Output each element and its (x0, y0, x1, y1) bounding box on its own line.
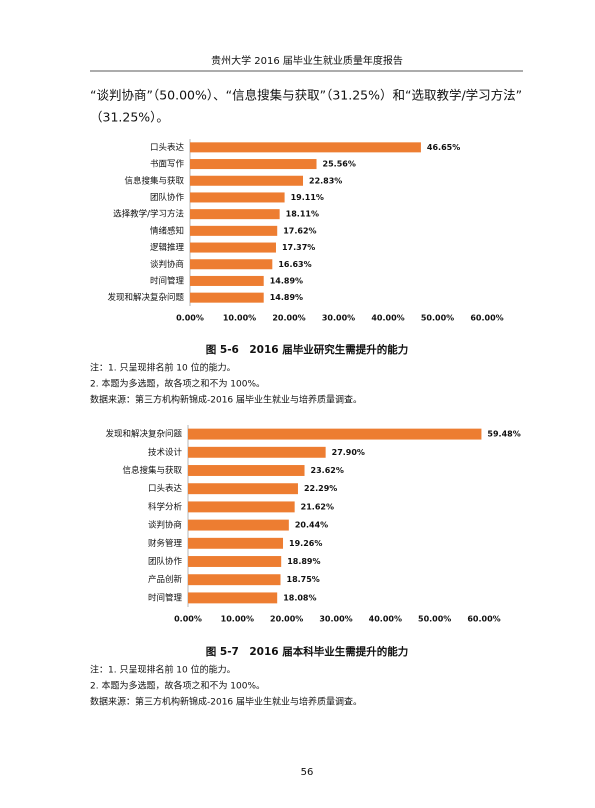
bar (188, 465, 305, 476)
value-label: 18.08% (283, 593, 316, 602)
x-tick-label: 40.00% (369, 615, 402, 624)
value-label: 59.48% (487, 430, 520, 439)
value-label: 14.89% (270, 293, 303, 302)
x-tick-label: 50.00% (421, 314, 454, 323)
bar (190, 225, 278, 236)
paragraph-line: （31.25%）。 (90, 110, 169, 125)
value-label: 18.75% (287, 575, 320, 584)
category-label: 财务管理 (148, 538, 183, 549)
value-label: 18.11% (286, 210, 319, 219)
bar (188, 483, 298, 495)
value-label: 22.83% (309, 176, 342, 185)
category-label: 时间管理 (150, 275, 185, 286)
bar (190, 209, 280, 220)
value-label: 19.11% (291, 193, 324, 202)
category-label: 信息搜集与获取 (122, 465, 182, 476)
value-label: 25.56% (323, 160, 356, 169)
x-tick-label: 30.00% (322, 314, 355, 323)
category-label: 团队协作 (150, 192, 185, 203)
category-label: 团队协作 (148, 556, 183, 567)
bar (190, 159, 317, 170)
figure-caption: 图 5-6 2016 届毕业研究生需提升的能力 (206, 343, 409, 356)
bar (190, 192, 285, 203)
value-label: 23.62% (311, 466, 344, 475)
value-label: 46.65% (427, 143, 460, 152)
x-tick-label: 0.00% (174, 615, 202, 624)
bar (188, 501, 295, 513)
value-label: 22.29% (304, 484, 337, 493)
paragraph-line: “谈判协商”（50.00%）、“信息搜集与获取”（31.25%）和“选取教学/学… (90, 88, 522, 103)
value-label: 17.62% (283, 226, 316, 235)
note: 注：1. 只呈现排名前 10 位的能力。 (90, 664, 236, 676)
bar (190, 175, 304, 186)
x-tick-label: 20.00% (272, 314, 305, 323)
page-number: 56 (301, 767, 314, 778)
bar (190, 275, 264, 286)
category-label: 时间管理 (148, 592, 183, 603)
bar (188, 519, 289, 531)
bar (188, 446, 326, 458)
x-tick-label: 40.00% (371, 314, 404, 323)
bar (188, 574, 281, 586)
figure-caption: 图 5-7 2016 届本科毕业生需提升的能力 (206, 645, 409, 658)
value-label: 14.89% (270, 276, 303, 285)
bar (188, 428, 482, 440)
x-tick-label: 0.00% (176, 314, 204, 323)
category-label: 科学分析 (148, 501, 183, 512)
category-label: 口头表达 (148, 483, 183, 494)
category-label: 信息搜集与获取 (124, 175, 184, 186)
note: 数据来源：第三方机构新锦成-2016 届毕业生就业与培养质量调查。 (90, 696, 362, 708)
bar (188, 592, 278, 604)
bar (190, 259, 273, 270)
x-tick-label: 30.00% (319, 615, 352, 624)
value-label: 19.26% (289, 539, 322, 548)
note: 注：1. 只呈现排名前 10 位的能力。 (90, 362, 236, 374)
bar (188, 556, 282, 567)
value-label: 18.89% (287, 557, 320, 566)
category-label: 谈判协商 (150, 259, 184, 270)
category-label: 情绪感知 (150, 225, 184, 236)
value-label: 20.44% (295, 521, 328, 530)
value-label: 16.63% (278, 260, 311, 269)
note: 2. 本题为多选题，故各项之和不为 100%。 (90, 378, 265, 390)
x-tick-label: 10.00% (223, 314, 256, 323)
category-label: 选择教学/学习方法 (113, 209, 184, 220)
x-tick-label: 60.00% (467, 615, 500, 624)
category-label: 产品创新 (148, 574, 183, 585)
category-label: 书面写作 (150, 159, 185, 170)
bar (190, 242, 276, 253)
note: 数据来源：第三方机构新锦成-2016 届毕业生就业与培养质量调查。 (90, 394, 362, 406)
value-label: 21.62% (301, 502, 334, 511)
header-title: 贵州大学 2016 届毕业生就业质量年度报告 (211, 54, 403, 67)
bar (190, 142, 421, 153)
category-label: 谈判协商 (148, 520, 182, 531)
value-label: 27.90% (332, 448, 365, 457)
value-label: 17.37% (282, 243, 315, 252)
bar (188, 537, 284, 549)
x-tick-label: 20.00% (270, 615, 303, 624)
category-label: 发现和解决复杂问题 (107, 292, 184, 303)
bar (190, 292, 264, 303)
x-tick-label: 50.00% (418, 615, 451, 624)
note: 2. 本题为多选题，故各项之和不为 100%。 (90, 680, 265, 692)
category-label: 发现和解决复杂问题 (105, 429, 182, 440)
x-tick-label: 60.00% (470, 314, 503, 323)
category-label: 逻辑推理 (150, 242, 185, 253)
x-tick-label: 10.00% (221, 615, 254, 624)
category-label: 技术设计 (148, 447, 183, 458)
category-label: 口头表达 (150, 142, 185, 153)
